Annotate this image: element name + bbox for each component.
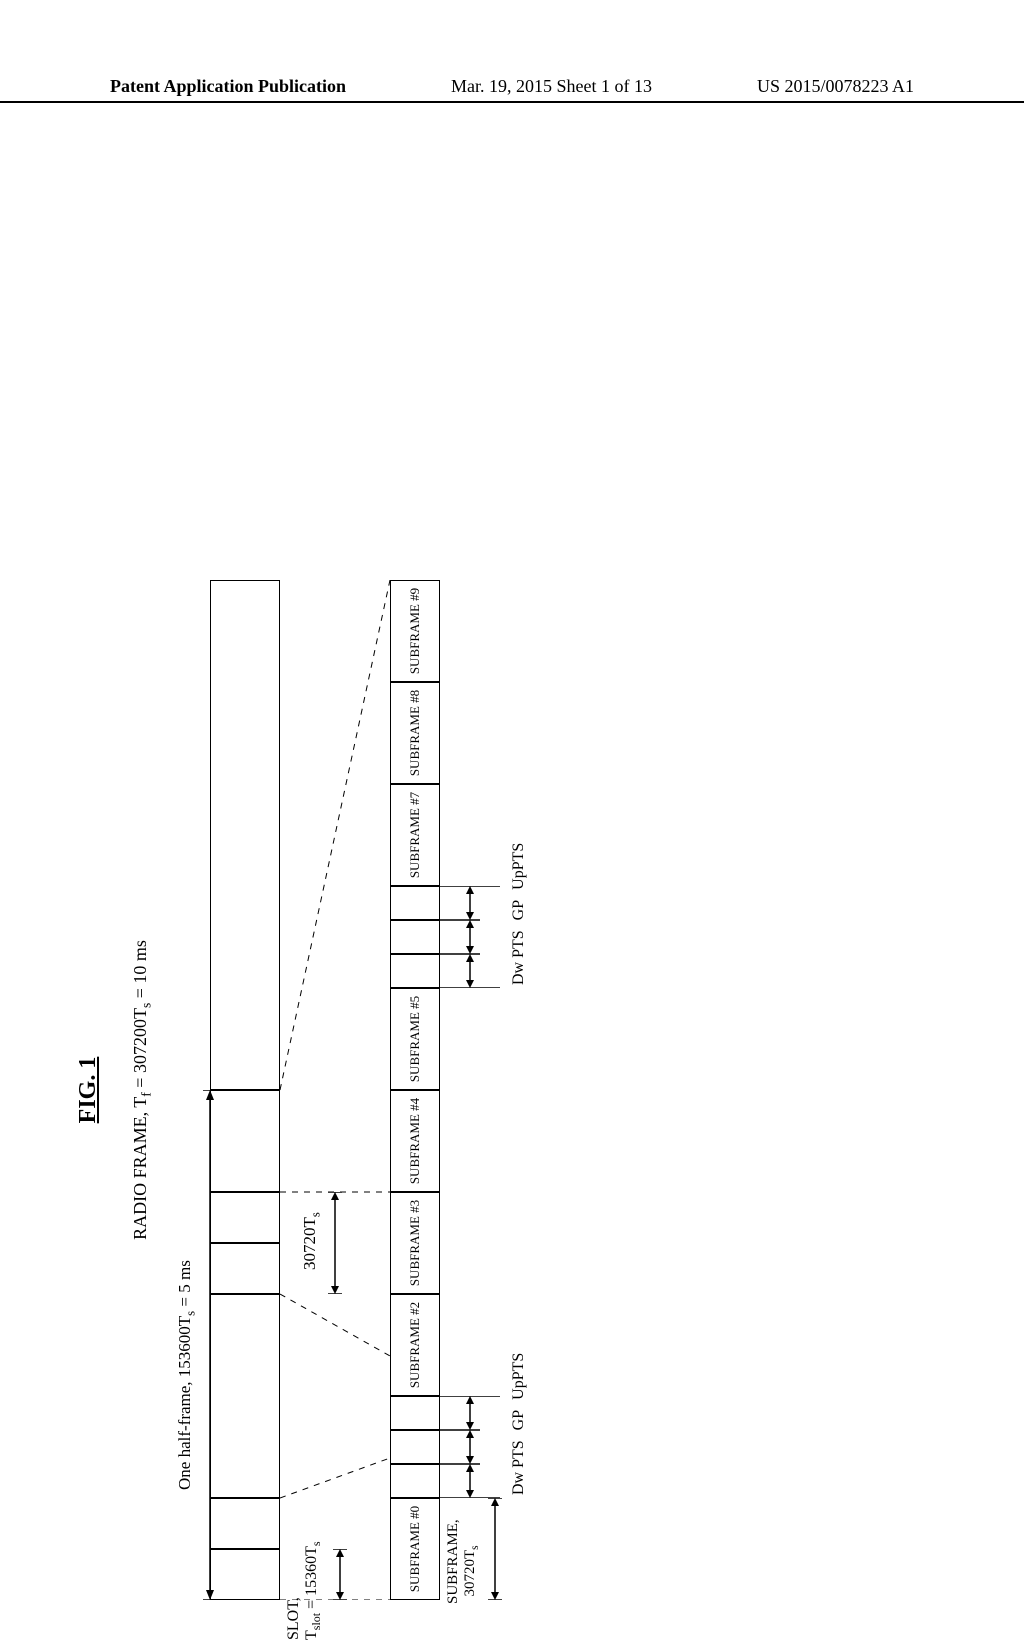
slot-box-5 (210, 1192, 280, 1243)
top-box-7 (210, 580, 280, 1090)
rotated-figure: FIG. 1 RADIO FRAME, Tf = 307200Ts = 10 m… (110, 540, 910, 1640)
dwpts-gp-uppts-1: Dw PTS GP UpPTS (510, 1353, 528, 1495)
subframe-2: SUBFRAME #2 (390, 1294, 440, 1396)
subframe-uppts-1 (390, 1396, 440, 1430)
top-box-6 (210, 1090, 280, 1192)
slot-box-1 (210, 1549, 280, 1600)
top-frame-boxes (210, 580, 280, 1600)
subframe-0: SUBFRAME #0 (390, 1498, 440, 1600)
dwpts-label-1: Dw PTS (510, 1440, 528, 1495)
top-box-3 (210, 1294, 280, 1498)
dwpts-markers-2 (440, 886, 505, 988)
figure-title: FIG. 1 (75, 1057, 102, 1124)
subframe-dwpts-1 (390, 1464, 440, 1498)
dwpts-gp-uppts-2: Dw PTS GP UpPTS (510, 843, 528, 985)
subframe-gp-2 (390, 920, 440, 954)
header-center-text: Mar. 19, 2015 Sheet 1 of 13 (451, 76, 652, 97)
subframe-9: SUBFRAME #9 (390, 580, 440, 682)
subframe-4: SUBFRAME #4 (390, 1090, 440, 1192)
subframe-gp-1 (390, 1430, 440, 1464)
subframe-row: SUBFRAME #0 SUBFRAME #2 SUBFRAME #3 SUBF… (390, 580, 440, 1600)
subframe-7: SUBFRAME #7 (390, 784, 440, 886)
slot-box-4 (210, 1243, 280, 1294)
dwpts-label-2: Dw PTS (510, 930, 528, 985)
subframe-3: SUBFRAME #3 (390, 1192, 440, 1294)
radio-frame-label: RADIO FRAME, Tf = 307200Ts = 10 ms (130, 940, 155, 1240)
header-right-text: US 2015/0078223 A1 (757, 76, 914, 97)
dwpts-markers-1 (440, 1396, 505, 1498)
gp-label-2: GP (510, 900, 528, 920)
subframe-8: SUBFRAME #8 (390, 682, 440, 784)
slot-box-2 (210, 1498, 280, 1549)
half-frame-label: One half-frame, 153600Ts = 5 ms (175, 1260, 198, 1490)
page-header: Patent Application Publication Mar. 19, … (0, 76, 1024, 103)
bottom-subframe-arrow (485, 1498, 505, 1600)
subframe-5: SUBFRAME #5 (390, 988, 440, 1090)
uppts-label-1: UpPTS (510, 1353, 528, 1400)
figure-container: FIG. 1 RADIO FRAME, Tf = 307200Ts = 10 m… (110, 130, 910, 1230)
gp-label-1: GP (510, 1410, 528, 1430)
uppts-label-2: UpPTS (510, 843, 528, 890)
bottom-subframe-label: SUBFRAME, 30720Ts (445, 1519, 481, 1604)
subframe-uppts-2 (390, 886, 440, 920)
subframe-dwpts-2 (390, 954, 440, 988)
radio-frame-arrow (158, 580, 160, 1600)
header-left-text: Patent Application Publication (110, 76, 346, 97)
dashed-connectors (280, 580, 395, 1600)
